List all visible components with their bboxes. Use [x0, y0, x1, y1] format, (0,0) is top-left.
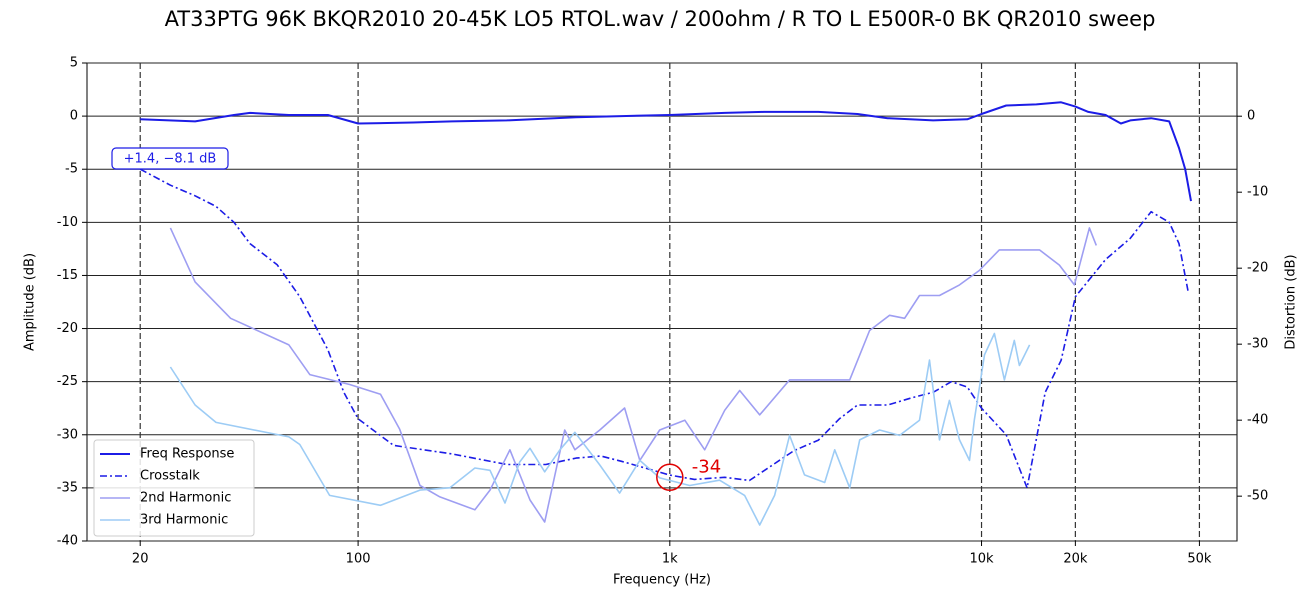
x-tick-label: 20: [132, 552, 149, 567]
annotation: +1.4, −8.1 dB: [124, 152, 217, 167]
legend-box: [93, 439, 255, 537]
y2-tick-label: -20: [1247, 261, 1268, 276]
x-tick-label: 50k: [1187, 552, 1212, 567]
y-tick-label: -30: [57, 427, 78, 442]
y-tick-label: -10: [57, 215, 78, 230]
y2-tick-label: -50: [1247, 489, 1268, 504]
x-tick-label: 20k: [1063, 552, 1088, 567]
y-tick-label: -15: [57, 268, 78, 283]
legend-label: 3rd Harmonic: [140, 513, 228, 528]
y2-axis-label: Distortion (dB): [1284, 254, 1299, 349]
series-line: [140, 101, 1192, 202]
series-line: [169, 332, 1031, 526]
series-line: [139, 168, 1189, 489]
y2-tick-label: -40: [1247, 413, 1268, 428]
y-tick-label: -20: [57, 321, 78, 336]
y-tick-label: -35: [57, 480, 78, 495]
y-axis-label: Amplitude (dB): [23, 253, 38, 351]
x-tick-label: 1k: [662, 552, 678, 567]
legend-label: 2nd Harmonic: [140, 491, 231, 506]
x-tick-label: 10k: [969, 552, 994, 567]
legend-label: Crosstalk: [140, 469, 200, 484]
legend-label: Freq Response: [140, 447, 234, 462]
annotation-marker: [656, 463, 684, 492]
y2-tick-label: -10: [1247, 185, 1268, 200]
y-tick-label: -40: [57, 534, 78, 549]
annotation: -34: [692, 456, 721, 477]
plot-frame: [86, 62, 1238, 542]
y-tick-label: 5: [70, 56, 78, 71]
y-tick-label: -5: [65, 162, 78, 177]
y2-tick-label: 0: [1247, 109, 1255, 124]
x-tick-label: 100: [346, 552, 371, 567]
series-line: [169, 227, 1098, 523]
y-tick-label: 0: [70, 109, 78, 124]
x-axis-label: Frequency (Hz): [613, 573, 711, 588]
chart-title: AT33PTG 96K BKQR2010 20-45K LO5 RTOL.wav…: [165, 7, 1156, 31]
y-tick-label: -25: [57, 374, 78, 389]
y2-tick-label: -30: [1247, 337, 1268, 352]
annotation-box: [111, 147, 229, 170]
